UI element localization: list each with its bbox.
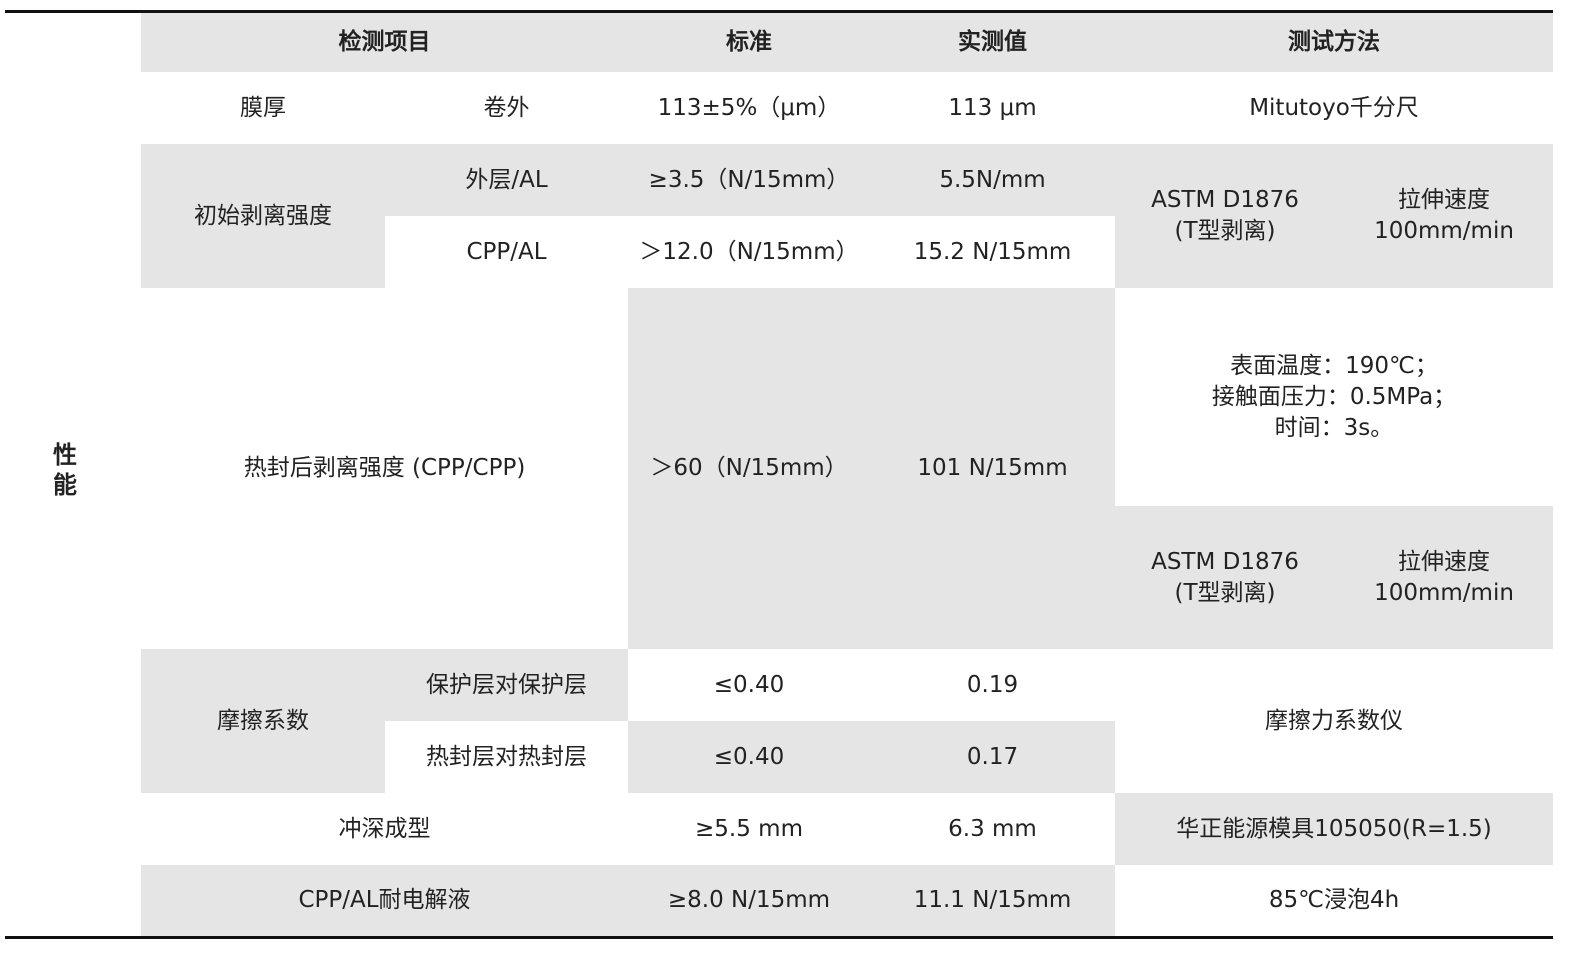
cell-sub: 外层/AL — [385, 144, 628, 216]
cell-method-conditions: 表面温度：190℃； 接触面压力：0.5MPa； 时间：3s。 — [1211, 352, 1457, 441]
section-label: 性 能 — [53, 441, 77, 499]
cell-item: 热封后剥离强度 (CPP/CPP) — [243, 455, 526, 481]
header-method: 测试方法 — [1115, 13, 1553, 72]
bottom-rule — [5, 936, 1553, 939]
header-standard: 标准 — [628, 13, 870, 72]
top-rule — [5, 10, 1553, 13]
cell-measured: 0.17 — [870, 721, 1115, 793]
cell-standard: ≥5.5 mm — [695, 815, 803, 842]
cell-item: 膜厚 — [240, 94, 286, 121]
cell-standard: 113±5%（μm） — [657, 94, 841, 121]
cell-method: 华正能源模具105050(R=1.5) — [1115, 793, 1553, 865]
cell-item: 冲深成型 — [338, 815, 431, 842]
cell-measured: 0.19 — [966, 671, 1019, 698]
cell-item: 初始剥离强度 — [141, 144, 385, 288]
cell-method-b: 拉伸速度 100mm/min — [1335, 144, 1553, 288]
cell-method: Mitutoyo千分尺 — [1249, 94, 1419, 121]
cell-sub: 热封层对热封层 — [426, 743, 587, 770]
cell-measured: 113 μm — [948, 94, 1037, 121]
cell-sub: 保护层对保护层 — [385, 649, 628, 721]
cell-standard: ＞60（N/15mm） — [628, 288, 870, 649]
header-item: 检测项目 — [141, 13, 628, 72]
header-measured: 实测值 — [870, 13, 1115, 72]
cell-method: 85℃浸泡4h — [1268, 887, 1400, 913]
cell-item: 摩擦系数 — [141, 649, 385, 793]
cell-measured: 5.5N/mm — [870, 144, 1115, 216]
cell-sub: CPP/AL — [466, 238, 547, 265]
cell-standard: ≥3.5（N/15mm） — [628, 144, 870, 216]
cell-measured: 15.2 N/15mm — [913, 238, 1072, 265]
cell-method: 摩擦力系数仪 — [1265, 707, 1403, 734]
cell-item: CPP/AL耐电解液 — [141, 865, 628, 936]
cell-measured: 11.1 N/15mm — [870, 865, 1115, 936]
cell-standard: ≤0.40 — [713, 671, 785, 698]
cell-sub: 卷外 — [483, 94, 530, 121]
cell-standard: ＞12.0（N/15mm） — [639, 238, 859, 265]
cell-standard: ≥8.0 N/15mm — [628, 865, 870, 936]
cell-standard: ≤0.40 — [628, 721, 870, 793]
cell-method-a: ASTM D1876 (T型剥离) — [1115, 506, 1335, 649]
cell-measured: 6.3 mm — [948, 815, 1037, 842]
cell-measured: 101 N/15mm — [870, 288, 1115, 649]
cell-method-a: ASTM D1876 (T型剥离) — [1115, 144, 1335, 288]
cell-method-b: 拉伸速度 100mm/min — [1335, 506, 1553, 649]
